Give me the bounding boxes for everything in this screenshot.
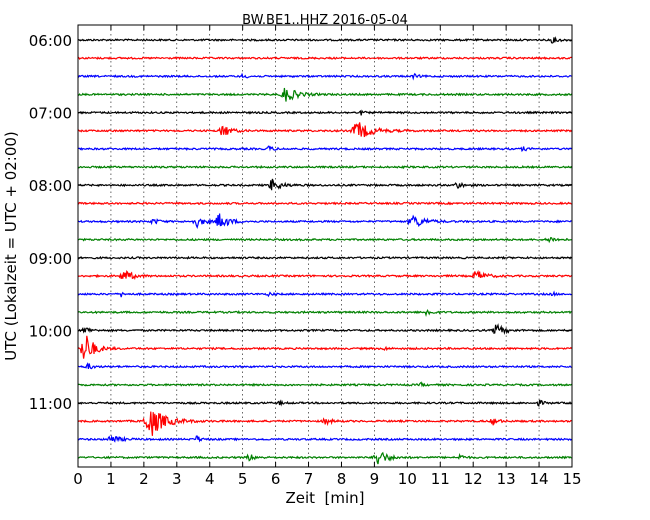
trace-0845 bbox=[77, 236, 572, 244]
x-tick-label: 2 bbox=[139, 470, 149, 488]
trace-lines bbox=[77, 35, 573, 465]
vertical-gridlines bbox=[110, 25, 540, 467]
y-tick-label: 08:00 bbox=[29, 177, 72, 195]
x-axis-ticks: 0 1 2 3 4 5 6 7 8 9 10 11 12 13 14 15 bbox=[73, 25, 582, 488]
chart-title: BW.BE1..HHZ 2016-05-04 bbox=[242, 13, 408, 28]
y-tick-label: 06:00 bbox=[29, 32, 72, 50]
x-tick-label: 6 bbox=[271, 470, 281, 488]
x-tick-label: 1 bbox=[106, 470, 116, 488]
x-tick-label: 5 bbox=[238, 470, 248, 488]
trace-1115 bbox=[77, 411, 572, 436]
trace-0700 bbox=[77, 109, 573, 116]
trace-1015 bbox=[77, 335, 572, 359]
trace-1045 bbox=[77, 381, 573, 388]
trace-1100 bbox=[77, 399, 572, 407]
plot-frame bbox=[77, 24, 573, 468]
trace-0715 bbox=[77, 122, 573, 138]
trace-0615 bbox=[77, 56, 572, 61]
x-tick-label: 10 bbox=[398, 470, 417, 488]
x-tick-label: 0 bbox=[73, 470, 83, 488]
y-tick-label: 11:00 bbox=[29, 395, 72, 413]
trace-1145 bbox=[78, 451, 572, 465]
trace-0630 bbox=[77, 72, 572, 81]
trace-0745 bbox=[77, 164, 573, 170]
trace-1130 bbox=[77, 434, 573, 443]
x-tick-label: 3 bbox=[172, 470, 182, 488]
x-tick-label: 11 bbox=[431, 470, 450, 488]
x-tick-label: 13 bbox=[497, 470, 516, 488]
trace-0930 bbox=[77, 290, 572, 298]
trace-0945 bbox=[77, 309, 572, 318]
trace-0730 bbox=[78, 145, 573, 153]
trace-0645 bbox=[78, 87, 573, 102]
trace-0800 bbox=[77, 178, 572, 191]
trace-0830 bbox=[77, 213, 572, 230]
x-tick-label: 14 bbox=[530, 470, 549, 488]
trace-1000 bbox=[77, 323, 572, 335]
trace-0600 bbox=[77, 35, 572, 44]
y-axis-ticks: 06:00 07:00 08:00 09:00 10:00 11:00 bbox=[29, 32, 572, 413]
trace-1030 bbox=[77, 362, 572, 370]
x-tick-label: 8 bbox=[337, 470, 347, 488]
x-tick-label: 15 bbox=[562, 470, 581, 488]
x-tick-label: 7 bbox=[304, 470, 314, 488]
trace-0815 bbox=[77, 201, 572, 206]
x-tick-label: 12 bbox=[464, 470, 483, 488]
trace-0915 bbox=[77, 269, 572, 281]
x-axis-label: Zeit [min] bbox=[285, 489, 364, 507]
y-tick-label: 10:00 bbox=[29, 322, 72, 340]
x-tick-label: 9 bbox=[370, 470, 380, 488]
y-axis-label: UTC (Lokalzeit = UTC + 02:00) bbox=[2, 131, 20, 361]
trace-0900 bbox=[77, 255, 572, 260]
x-tick-label: 4 bbox=[205, 470, 215, 488]
y-tick-label: 09:00 bbox=[29, 250, 72, 268]
y-tick-label: 07:00 bbox=[29, 105, 72, 123]
